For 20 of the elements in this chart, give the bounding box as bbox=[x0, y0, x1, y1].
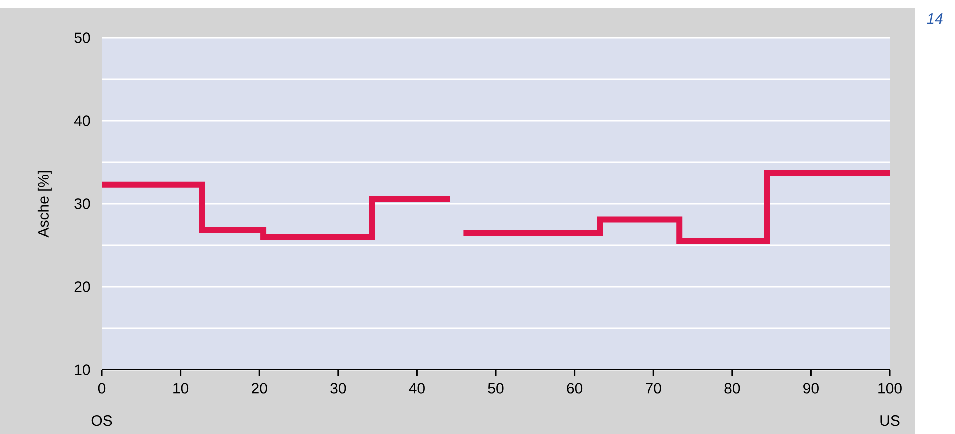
y-tick-label: 40 bbox=[74, 116, 90, 126]
y-axis-title: Asche [%] bbox=[38, 171, 52, 238]
x-tick-label: 20 bbox=[252, 383, 268, 394]
text: OS bbox=[92, 416, 112, 426]
x-tick-label: 100 bbox=[878, 383, 902, 394]
y-tick-label: 20 bbox=[74, 282, 90, 292]
x-tick-label: 70 bbox=[646, 383, 662, 394]
y-tick-label: 50 bbox=[74, 32, 90, 44]
text: US bbox=[880, 416, 900, 426]
x-tick-label: 90 bbox=[804, 383, 819, 394]
text: 14 bbox=[927, 14, 943, 24]
x-tick-label: 10 bbox=[174, 383, 189, 394]
x-tick-label: 80 bbox=[724, 383, 740, 394]
x-tick-label: 0 bbox=[98, 383, 106, 394]
x-tick-label: 40 bbox=[409, 383, 425, 394]
y-tick-label: 10 bbox=[75, 364, 90, 376]
x-tick-label: 60 bbox=[567, 383, 583, 394]
y-tick-label: 30 bbox=[74, 198, 90, 210]
x-tick-label: 50 bbox=[488, 383, 504, 394]
x-tick-label: 30 bbox=[330, 383, 346, 394]
